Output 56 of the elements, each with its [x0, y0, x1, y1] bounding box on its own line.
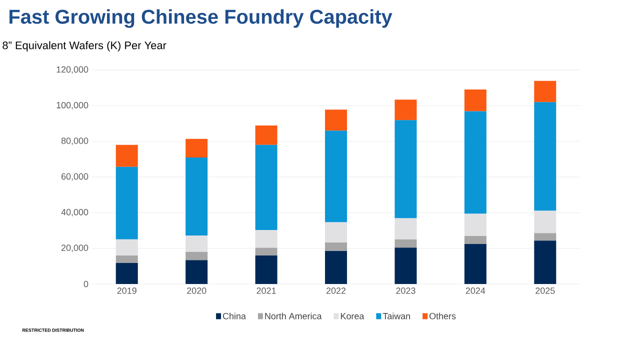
bar — [534, 233, 556, 241]
bar — [186, 252, 208, 260]
bar — [394, 248, 417, 284]
x-tick-label: 2021 — [256, 288, 276, 294]
x-tick-label: 2022 — [326, 288, 346, 294]
y-tick-label: 60,000 — [62, 173, 88, 181]
x-tick-label: 2019 — [117, 288, 136, 294]
bar — [255, 255, 278, 284]
x-tick-label: 2023 — [396, 288, 416, 294]
bar — [255, 125, 278, 145]
y-tick-label: 0 — [84, 280, 88, 288]
bar — [464, 214, 486, 236]
bar — [325, 110, 348, 131]
bar — [464, 244, 486, 284]
bar — [116, 255, 138, 263]
bar — [325, 222, 348, 242]
y-tick-label: 120,000 — [56, 66, 88, 74]
bar — [116, 239, 138, 256]
bar — [394, 120, 417, 218]
x-tick-label: 2024 — [466, 288, 486, 294]
bar — [255, 248, 278, 256]
bar — [325, 242, 348, 252]
bar — [534, 80, 556, 102]
bar — [394, 100, 417, 120]
bar — [255, 144, 278, 230]
bar — [186, 158, 208, 236]
bar — [394, 218, 417, 240]
y-tick-label: 40,000 — [61, 208, 88, 216]
y-tick-label: 20,000 — [62, 244, 88, 252]
bar — [186, 236, 208, 252]
legend-label: Others — [429, 312, 456, 320]
x-tick-label: 2025 — [536, 288, 555, 294]
bar — [534, 240, 556, 284]
chart-subtitle: 8” Equivalent Wafers (K) Per Year — [2, 41, 166, 52]
bar — [116, 262, 138, 284]
y-tick-label: 100,000 — [56, 102, 88, 110]
legend-label: Korea — [340, 313, 364, 320]
bar — [464, 89, 486, 112]
bar — [116, 166, 138, 240]
bar — [464, 236, 486, 244]
y-tick-label: 80,000 — [61, 138, 88, 146]
bar — [186, 138, 208, 158]
bar — [325, 130, 348, 222]
bar — [186, 260, 208, 284]
bar — [325, 251, 348, 284]
chart-title: Fast Growing Chinese Foundry Capacity — [10, 9, 392, 28]
bar — [534, 210, 556, 234]
bar — [394, 239, 417, 248]
legend-label: China — [222, 312, 246, 320]
bar — [534, 102, 556, 211]
x-tick-label: 2020 — [187, 288, 206, 294]
bar — [464, 111, 486, 214]
legend-label: Taiwan — [382, 312, 410, 320]
bar — [116, 144, 138, 167]
legend-label: North America — [265, 312, 322, 320]
bar — [255, 230, 278, 248]
